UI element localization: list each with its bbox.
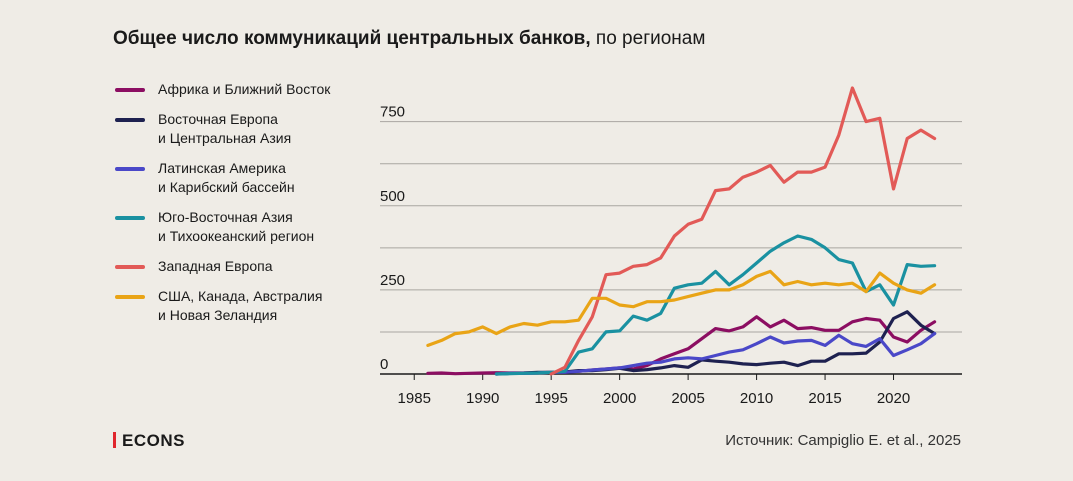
chart-title: Общее число коммуникаций центральных бан… <box>113 28 705 50</box>
x-axis: 1985 1990 1995 2000 2005 2010 2015 2020 <box>380 373 962 407</box>
x-tick-label: 2015 <box>808 390 841 407</box>
y-tick-label: 0 <box>380 356 388 373</box>
brand-logo: ECONS <box>113 431 185 451</box>
chart-title-main: Общее число коммуникаций центральных бан… <box>113 28 591 49</box>
x-tick-label: 2005 <box>671 390 704 407</box>
y-tick-label: 500 <box>380 188 405 205</box>
source-note: Источник: Campiglio E. et al., 2025 <box>725 432 961 449</box>
chart-subtitle: по регионам <box>595 28 706 49</box>
x-tick-label: 1985 <box>398 390 431 407</box>
legend-item: Западная Европа <box>113 257 373 276</box>
legend-swatch <box>115 295 145 299</box>
x-tick-label: 1995 <box>534 390 567 407</box>
legend-swatch <box>115 265 145 269</box>
legend: Африка и Ближний Восток Восточная Европа … <box>113 80 373 336</box>
legend-swatch <box>115 167 145 171</box>
legend-label: США, Канада, Австралия и Новая Зеландия <box>158 288 323 323</box>
logo-bar <box>113 432 116 448</box>
legend-label: Африка и Ближний Восток <box>158 81 331 97</box>
y-axis-labels: 0 250 500 750 <box>380 104 405 373</box>
legend-label: Западная Европа <box>158 258 273 274</box>
x-tick-label: 2000 <box>603 390 636 407</box>
legend-swatch <box>115 88 145 92</box>
series-line-3 <box>494 332 937 376</box>
y-tick-label: 750 <box>380 104 405 121</box>
legend-label: Восточная Европа и Центральная Азия <box>158 111 292 146</box>
x-tick-label: 2010 <box>740 390 773 407</box>
legend-item: Юго-Восточная Азия и Тихоокеанский регио… <box>113 208 373 246</box>
legend-item: Латинская Америка и Карибский бассейн <box>113 159 373 197</box>
x-tick-label: 1990 <box>466 390 499 407</box>
legend-swatch <box>115 118 145 122</box>
brand-name: ECONS <box>122 431 185 450</box>
x-tick-label: 2020 <box>877 390 910 407</box>
legend-label: Юго-Восточная Азия и Тихоокеанский регио… <box>158 209 315 244</box>
series-line-4 <box>494 234 937 376</box>
legend-item: США, Канада, Австралия и Новая Зеландия <box>113 287 373 325</box>
legend-item: Восточная Европа и Центральная Азия <box>113 110 373 148</box>
legend-swatch <box>115 216 145 220</box>
y-tick-label: 250 <box>380 272 405 289</box>
series-lines <box>426 86 937 376</box>
legend-label: Латинская Америка и Карибский бассейн <box>158 160 295 195</box>
legend-item: Африка и Ближний Восток <box>113 80 373 99</box>
series-line-5 <box>549 86 937 376</box>
series-line-6 <box>426 269 937 347</box>
